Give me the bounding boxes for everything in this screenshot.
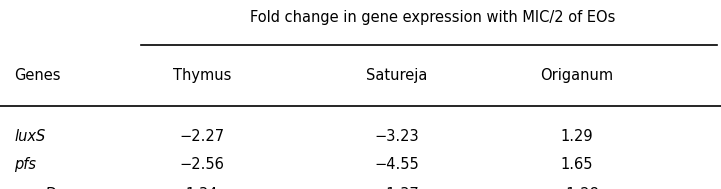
Text: −3.23: −3.23 (374, 129, 419, 144)
Text: Fold change in gene expression with MIC/2 of EOs: Fold change in gene expression with MIC/… (250, 9, 615, 25)
Text: −1.37: −1.37 (374, 187, 419, 189)
Text: 1.65: 1.65 (560, 157, 593, 172)
Text: Satureja: Satureja (366, 68, 428, 83)
Text: comD: comD (14, 187, 57, 189)
Text: pfs: pfs (14, 157, 37, 172)
Text: −2.56: −2.56 (180, 157, 224, 172)
Text: −4.55: −4.55 (374, 157, 419, 172)
Text: 1.29: 1.29 (560, 129, 593, 144)
Text: 1.34: 1.34 (186, 187, 218, 189)
Text: Origanum: Origanum (540, 68, 614, 83)
Text: Genes: Genes (14, 68, 61, 83)
Text: −1.28: −1.28 (554, 187, 599, 189)
Text: Thymus: Thymus (173, 68, 231, 83)
Text: luxS: luxS (14, 129, 45, 144)
Text: −2.27: −2.27 (180, 129, 224, 144)
